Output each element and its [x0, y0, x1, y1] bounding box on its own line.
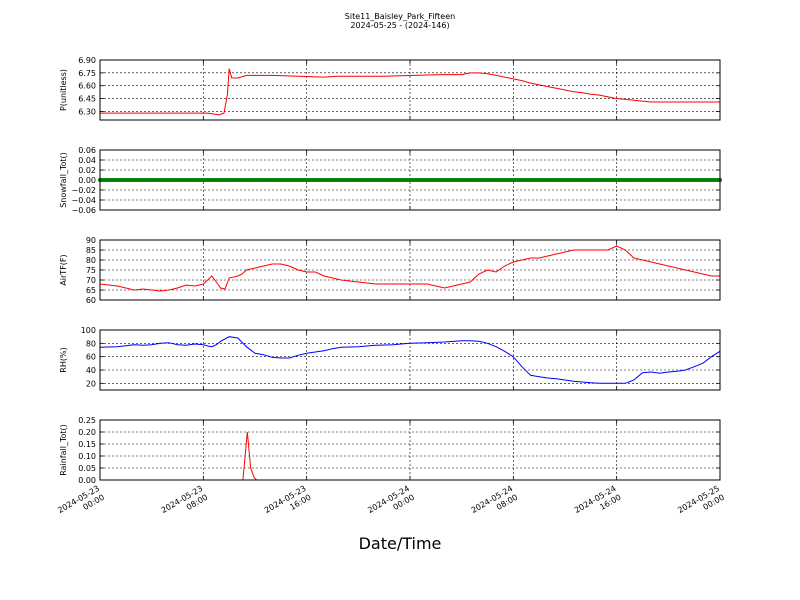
y-tick-label: 0.05 — [78, 464, 96, 473]
y-tick-label: 0.02 — [78, 166, 96, 175]
series-line — [99, 245, 720, 292]
plot-frame — [99, 329, 721, 391]
plot-frame — [99, 149, 721, 211]
y-tick-label: 0.04 — [78, 156, 96, 165]
y-tick-label: 70 — [86, 276, 96, 285]
y-tick-label: 0.00 — [78, 176, 96, 185]
plot-frame — [99, 239, 721, 301]
y-tick-label: 6.45 — [78, 95, 96, 104]
series-line — [100, 68, 720, 116]
y-tick-label: 0.20 — [78, 428, 96, 437]
y-tick-label: 60 — [86, 353, 96, 362]
y-tick-label: −0.02 — [71, 186, 96, 195]
y-tick-label: 6.75 — [78, 69, 96, 78]
chart-title: Site11_Baisley_Park_Fifteen — [344, 12, 456, 21]
y-tick-label: 60 — [86, 296, 96, 305]
y-tick-label: 20 — [86, 379, 96, 388]
y-tick-label: 0.15 — [78, 440, 96, 449]
y-axis-title: P(unitless) — [59, 69, 68, 111]
y-tick-label: −0.04 — [71, 196, 96, 205]
y-tick-label: 100 — [81, 326, 96, 335]
y-tick-label: 6.60 — [78, 82, 96, 91]
y-axis-title: Snowfall_Tot() — [59, 152, 68, 208]
series-line — [99, 336, 721, 384]
y-tick-label: 0.25 — [78, 416, 96, 425]
y-tick-label: 0.00 — [78, 476, 96, 485]
y-tick-label: 6.30 — [78, 107, 96, 116]
plot-frame — [99, 59, 721, 121]
y-tick-label: 90 — [86, 236, 96, 245]
y-tick-label: 80 — [86, 339, 96, 348]
plot-frame — [99, 419, 721, 481]
y-tick-label: 65 — [86, 286, 96, 295]
y-tick-label: 6.90 — [78, 56, 96, 65]
y-tick-label: −0.06 — [71, 206, 96, 215]
y-axis-title: RH(%) — [59, 347, 68, 372]
chart-subtitle: 2024-05-25 - (2024-146) — [350, 21, 450, 30]
y-tick-label: 75 — [86, 266, 96, 275]
y-tick-label: 40 — [86, 366, 96, 375]
x-axis-title: Date/Time — [358, 534, 442, 553]
y-tick-label: 0.06 — [78, 146, 96, 155]
y-tick-label: 0.10 — [78, 452, 96, 461]
y-axis-title: AirTF(F) — [59, 254, 68, 285]
y-tick-label: 80 — [86, 256, 96, 265]
y-axis-title: Rainfall_Tot() — [59, 424, 68, 476]
y-tick-label: 85 — [86, 246, 96, 255]
